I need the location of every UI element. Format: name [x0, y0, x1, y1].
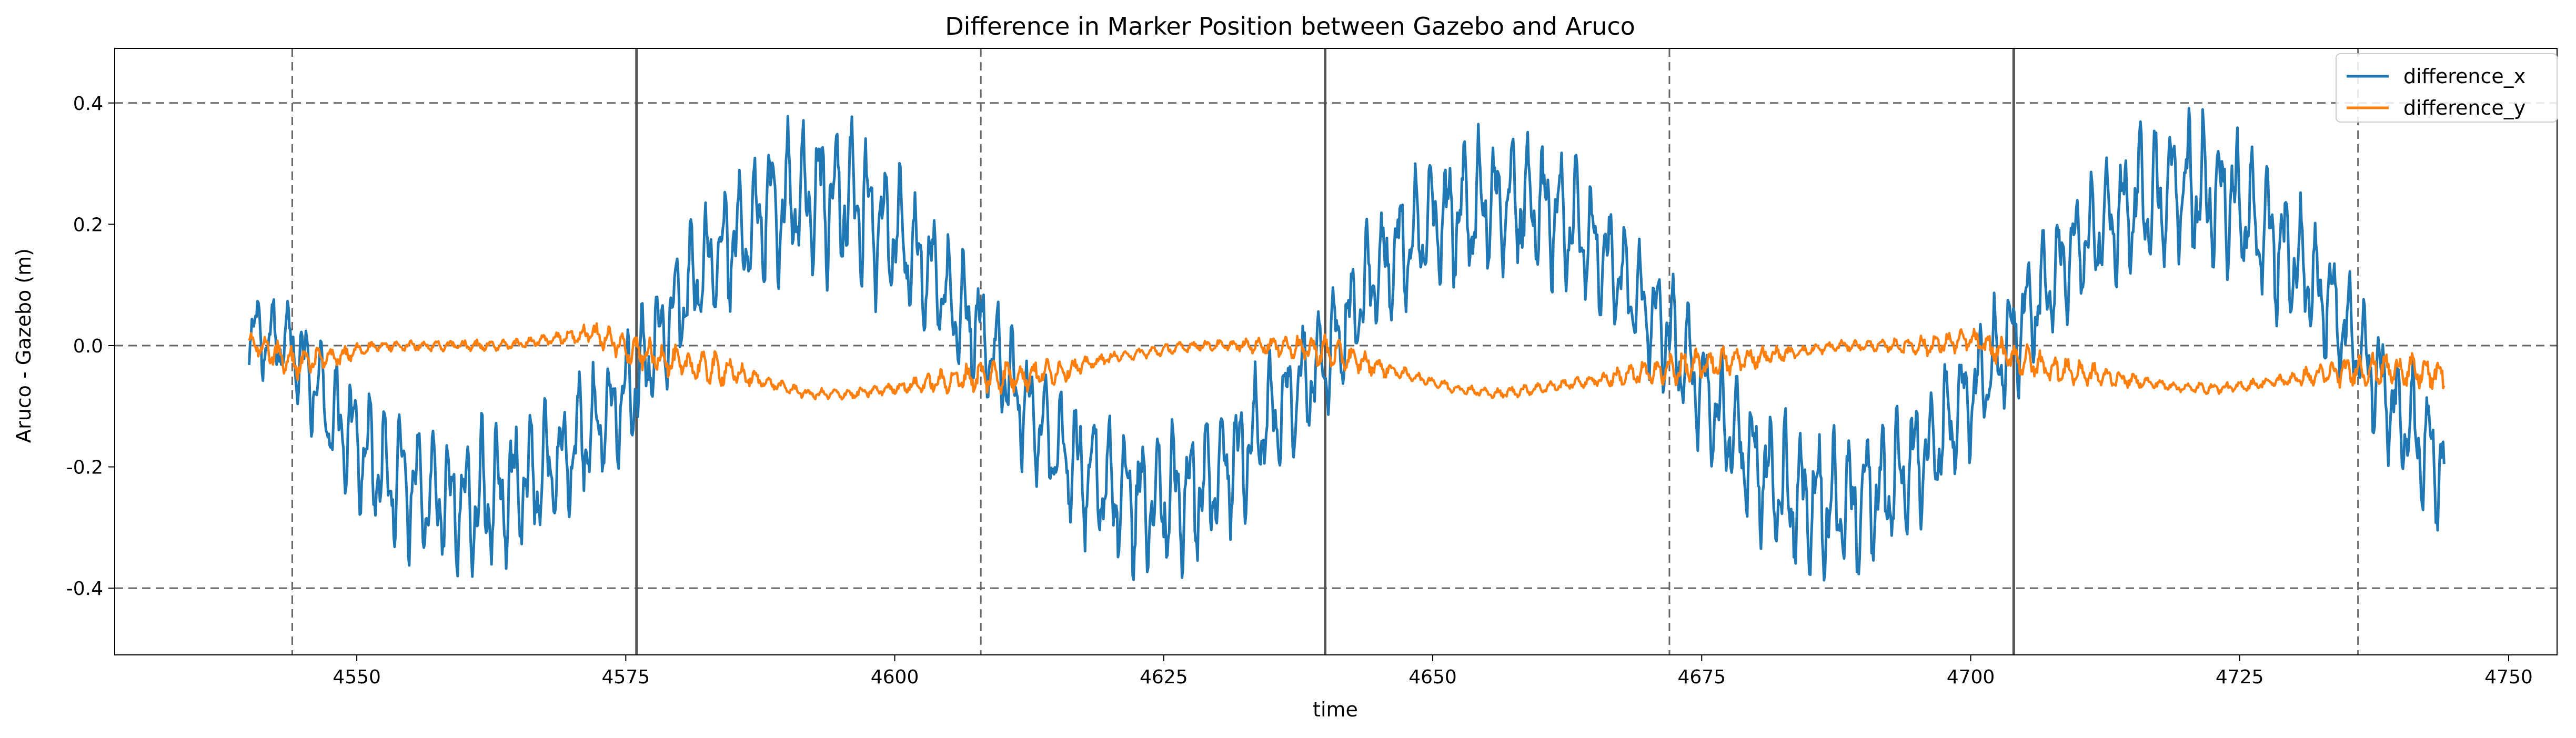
- x-axis: 4550 4575 4600 4625 4650 4675 4700 4725 4750: [333, 655, 2533, 688]
- x-tick-label: 4750: [2484, 666, 2533, 688]
- x-tick-label: 4700: [1947, 666, 1995, 688]
- plot-area: [114, 48, 2558, 655]
- y-tick-label: 0.2: [73, 214, 103, 236]
- legend-label-difference-y: difference_y: [2403, 96, 2525, 119]
- plot-frame: [114, 48, 2558, 655]
- x-tick-label: 4575: [602, 666, 650, 688]
- y-tick-label: -0.4: [66, 578, 103, 600]
- y-axis: -0.4 -0.2 0.0 0.2 0.4: [66, 93, 115, 600]
- chart-title: Difference in Marker Position between Ga…: [945, 12, 1635, 41]
- y-axis-label: Aruco - Gazebo (m): [12, 248, 35, 443]
- x-tick-label: 4725: [2216, 666, 2264, 688]
- x-tick-label: 4600: [871, 666, 919, 688]
- reference-lines: [115, 48, 2557, 655]
- legend-label-difference-x: difference_x: [2403, 65, 2525, 88]
- legend: difference_x difference_y: [2336, 53, 2558, 123]
- y-tick-label: -0.2: [66, 457, 103, 479]
- y-tick-label: 0.4: [73, 93, 103, 115]
- series-line-difference-x: [248, 107, 2446, 582]
- series-line-difference-y: [248, 322, 2446, 401]
- x-tick-label: 4550: [333, 666, 381, 688]
- legend-box: [2336, 53, 2558, 123]
- x-tick-label: 4650: [1408, 666, 1457, 688]
- y-tick-label: 0.0: [73, 336, 103, 357]
- x-tick-label: 4675: [1677, 666, 1726, 688]
- x-axis-label: time: [1313, 698, 1358, 721]
- series-layer: [248, 107, 2446, 582]
- x-tick-label: 4625: [1140, 666, 1188, 688]
